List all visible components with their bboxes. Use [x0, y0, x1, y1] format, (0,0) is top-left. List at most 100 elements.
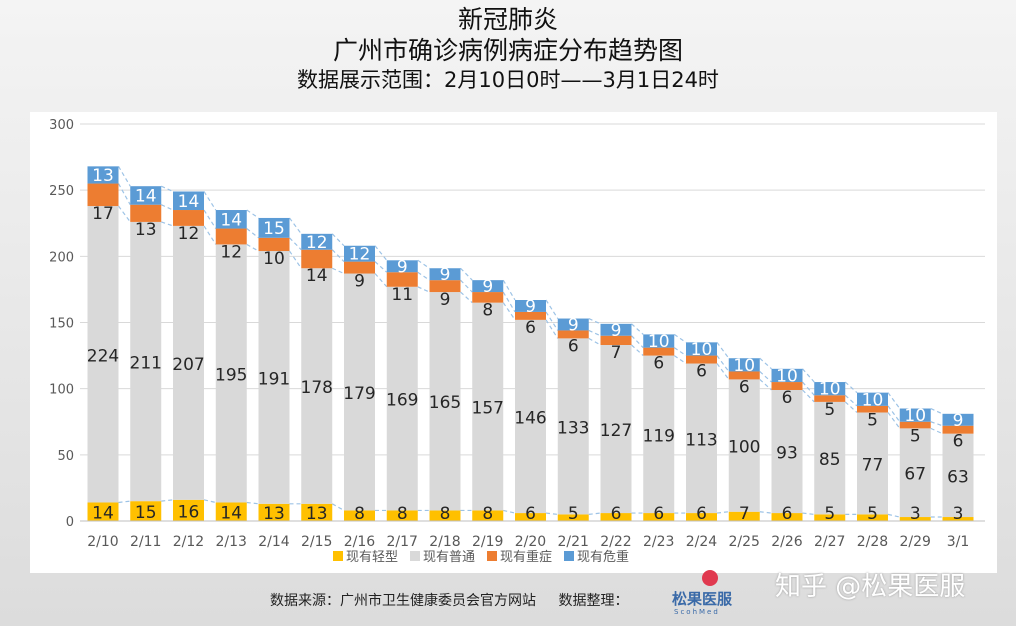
bar-segment	[429, 510, 461, 521]
data-label: 6	[568, 336, 579, 356]
x-tick-label: 2/24	[686, 534, 718, 550]
series-line	[460, 291, 473, 304]
data-label: 207	[172, 355, 204, 375]
series-line	[246, 243, 259, 252]
bar-segment	[344, 273, 375, 511]
bar-segment	[643, 347, 675, 356]
data-label: 67	[904, 465, 926, 485]
data-label: 119	[643, 426, 675, 446]
logo-subtext: ScohMed	[674, 608, 720, 616]
series-line	[588, 317, 601, 325]
series-line	[161, 185, 174, 193]
x-tick-label: 2/17	[387, 534, 418, 550]
series-line	[673, 347, 687, 357]
logo-icon	[702, 570, 718, 586]
series-line	[930, 421, 943, 427]
bar-segment	[87, 206, 119, 503]
y-tick-label: 200	[49, 250, 74, 265]
bar-segment	[173, 210, 204, 226]
bar-segment	[857, 405, 888, 413]
data-label: 12	[306, 233, 328, 253]
data-label: 5	[824, 504, 835, 524]
bar-segment	[386, 286, 418, 511]
data-label: 9	[611, 321, 622, 341]
series-line	[417, 271, 430, 281]
x-tick-label: 2/10	[87, 534, 118, 550]
data-label: 113	[685, 430, 717, 450]
bar-segment	[130, 501, 162, 521]
bar-segment	[771, 513, 803, 521]
y-tick-label: 300	[49, 118, 74, 133]
series-line	[460, 267, 473, 281]
data-label: 5	[867, 504, 878, 524]
series-line	[161, 204, 174, 211]
data-label: 6	[739, 377, 750, 397]
bar-segment	[130, 221, 162, 502]
series-line	[117, 183, 131, 206]
series-line	[374, 245, 388, 261]
bar-segment	[899, 421, 931, 429]
data-label: 5	[910, 426, 921, 446]
data-label: 5	[824, 400, 835, 420]
series-line	[161, 499, 174, 502]
series-line	[759, 371, 772, 383]
data-label: 9	[440, 265, 451, 285]
bar-segment	[215, 210, 247, 229]
series-line	[759, 357, 772, 370]
bar-segment	[600, 344, 632, 514]
legend-swatch	[564, 551, 574, 561]
x-tick-label: 3/1	[947, 534, 970, 550]
data-label: 14	[178, 192, 200, 212]
series-line	[246, 209, 259, 219]
bar-segment	[344, 245, 375, 262]
data-label: 14	[220, 210, 242, 230]
data-label: 224	[87, 346, 119, 366]
series-line	[502, 291, 516, 313]
bar-segment	[557, 338, 589, 515]
x-tick-label: 2/26	[771, 534, 803, 550]
logo-text: 松果医服	[672, 590, 733, 608]
data-label: 10	[648, 332, 670, 352]
bar-segment	[899, 517, 931, 521]
x-tick-label: 2/14	[258, 534, 290, 550]
y-tick-label: 100	[49, 383, 74, 398]
data-label: 14	[306, 266, 328, 286]
series-line	[673, 333, 687, 343]
series-line	[716, 363, 730, 380]
series-line	[503, 509, 516, 514]
data-label: 5	[867, 410, 878, 430]
bar-segment	[472, 280, 504, 293]
x-tick-label: 2/28	[857, 534, 888, 550]
series-line	[203, 209, 217, 229]
data-label: 6	[696, 362, 707, 382]
bar-segment	[686, 342, 717, 356]
bar-segment	[728, 379, 760, 512]
data-label: 12	[349, 245, 371, 265]
data-label: 146	[514, 408, 546, 428]
series-line	[203, 191, 217, 211]
data-label: 13	[263, 504, 285, 524]
x-tick-label: 2/11	[130, 534, 161, 550]
series-line	[502, 302, 516, 321]
series-line	[631, 335, 644, 349]
data-label: 178	[301, 378, 333, 398]
series-line	[417, 259, 430, 269]
series-line	[802, 512, 815, 515]
title-line-3: 数据展示范围：2月10日0时——3月1日24时	[297, 68, 719, 92]
y-tick-label: 0	[66, 515, 74, 530]
data-label: 13	[92, 166, 114, 186]
bar-segment	[600, 335, 632, 345]
bar-segment	[728, 358, 760, 372]
bar-segment	[814, 395, 846, 402]
bar-segment	[87, 166, 119, 184]
series-line	[203, 499, 216, 504]
legend-label: 现有重症	[500, 549, 552, 565]
series-line	[289, 250, 302, 269]
x-tick-label: 2/13	[216, 534, 247, 550]
x-tick-label: 2/19	[472, 534, 503, 550]
data-label: 6	[782, 504, 793, 524]
bar-segment	[643, 355, 675, 514]
data-label: 10	[904, 406, 926, 426]
x-tick-label: 2/18	[429, 534, 460, 550]
